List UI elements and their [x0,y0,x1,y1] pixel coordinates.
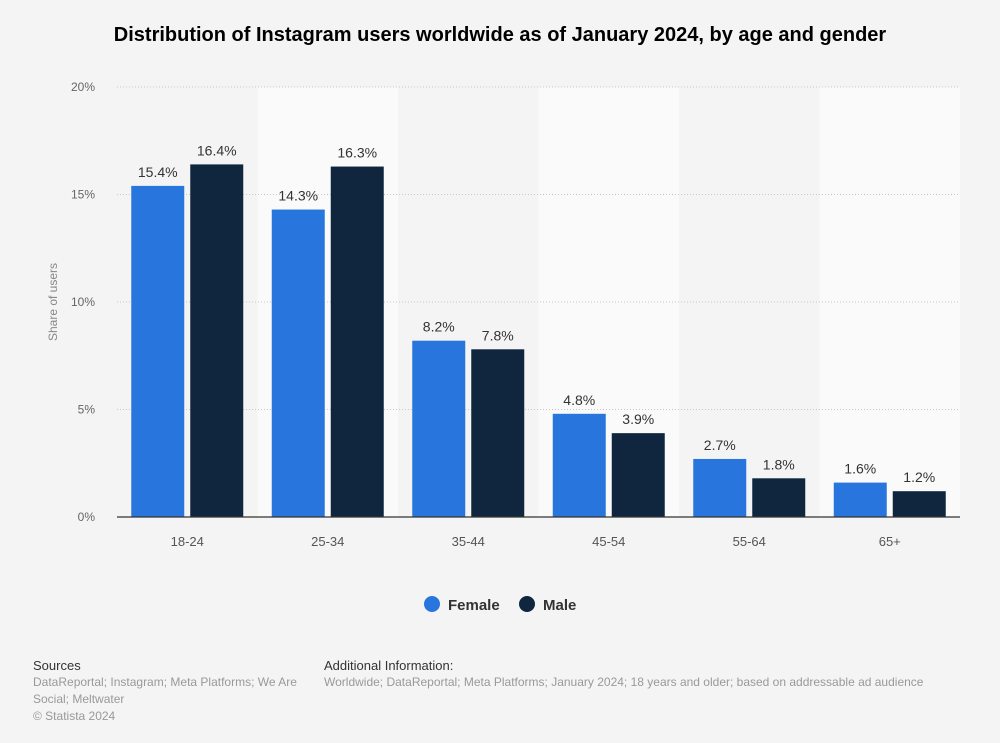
data-label: 14.3% [278,188,318,204]
data-label: 15.4% [138,164,178,180]
data-label: 16.3% [337,145,377,161]
y-tick-label: 0% [78,510,96,524]
bar-female [131,185,185,517]
sources-line: Social; Meltwater [33,692,125,706]
additional-info-block: Additional Information: Worldwide; DataR… [324,657,923,691]
x-tick-label: 35-44 [452,534,485,549]
copyright: © Statista 2024 [33,709,116,723]
bar-female [693,458,747,517]
data-label: 8.2% [423,319,455,335]
x-tick-label: 65+ [879,534,901,549]
additional-info-title: Additional Information: [324,658,454,673]
bar-female [833,482,887,517]
bar-male [471,349,525,517]
legend-marker-male [519,596,535,612]
data-label: 16.4% [197,142,237,158]
sources-title: Sources [33,658,81,673]
bar-chart: 0% 5% 10% 15% 20% Share of users 15.4% 16.4% 18-… [46,80,960,614]
bar-male [752,478,806,517]
x-tick-label: 25-34 [311,534,344,549]
legend-label-male: Male [543,597,576,614]
data-label: 2.7% [704,437,736,453]
y-tick-label: 5% [78,403,96,417]
data-label: 3.9% [622,411,654,427]
x-tick-label: 45-54 [592,534,625,549]
chart-title: Distribution of Instagram users worldwid… [113,24,887,46]
y-axis-label: Share of users [46,263,60,341]
data-label: 1.8% [763,456,795,472]
additional-info-text: Worldwide; DataReportal; Meta Platforms;… [324,675,924,689]
sources-line: DataReportal; Instagram; Meta Platforms;… [33,675,297,689]
x-tick-label: 18-24 [171,534,204,549]
y-tick-label: 10% [71,295,95,309]
legend-label-female: Female [448,597,500,614]
bar-male [892,491,946,517]
data-label: 4.8% [563,392,595,408]
data-label: 1.2% [903,469,935,485]
y-tick-label: 20% [71,80,95,94]
bar-male [611,433,665,517]
bar-male [330,166,384,518]
bar-female [412,340,466,517]
bar-female [271,209,325,518]
x-tick-label: 55-64 [733,534,766,549]
y-tick-label: 15% [71,188,95,202]
legend-marker-female [424,596,440,612]
bar-male [190,164,244,517]
data-label: 1.6% [844,461,876,477]
data-label: 7.8% [482,327,514,343]
sources-block: Sources DataReportal; Instagram; Meta Pl… [33,657,297,725]
bar-female [552,413,606,517]
